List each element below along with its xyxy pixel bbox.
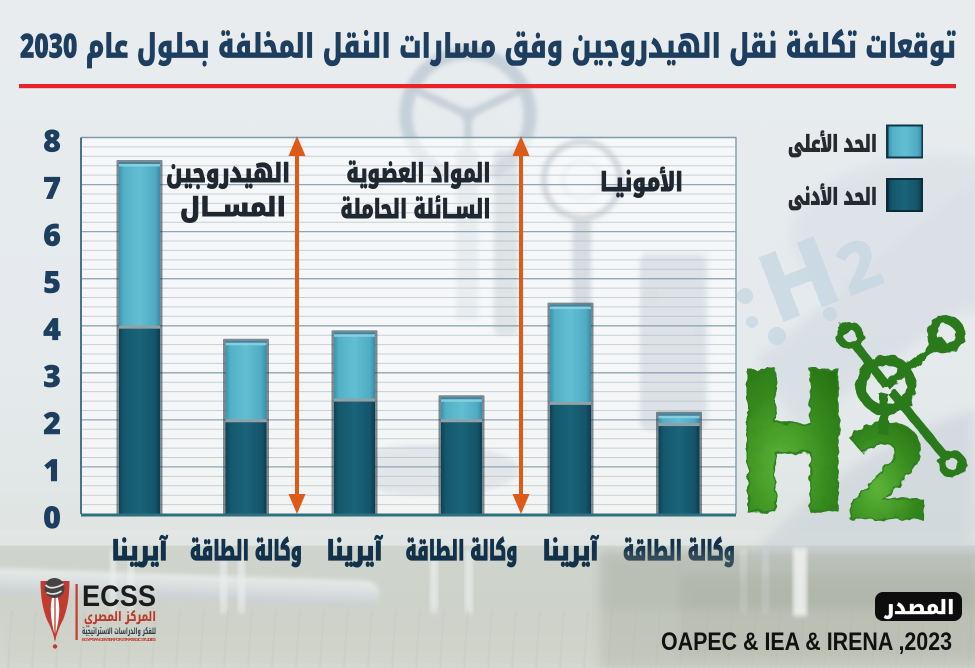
svg-text:ECSS: ECSS [82, 580, 156, 613]
svg-text:EGYPTIAN CENTER FOR STRATEGIC: EGYPTIAN CENTER FOR STRATEGIC STUDIES [82, 637, 156, 642]
svg-text:OAPEC & IEA & IRENA ,2023: OAPEC & IEA & IRENA ,2023 [661, 628, 952, 656]
